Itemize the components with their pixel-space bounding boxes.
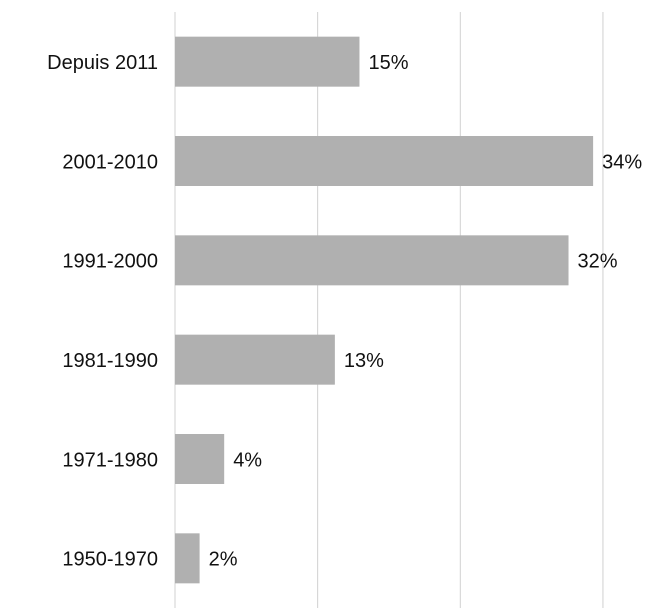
value-label: 2%	[209, 549, 238, 571]
y-tick-label: Depuis 2011	[47, 52, 158, 74]
bar	[175, 235, 569, 286]
value-label: 34%	[602, 151, 642, 173]
value-label: 13%	[344, 350, 384, 372]
y-tick-label: 1991-2000	[62, 251, 158, 273]
y-tick-label: 2001-2010	[62, 151, 158, 173]
bar	[175, 36, 360, 87]
bar	[175, 434, 225, 484]
bar	[175, 533, 200, 584]
bar	[175, 334, 335, 385]
value-label: 32%	[578, 251, 618, 273]
value-label: 4%	[233, 449, 262, 471]
y-tick-label: 1971-1980	[62, 449, 158, 471]
y-tick-label: 1981-1990	[62, 350, 158, 372]
bar	[175, 136, 594, 186]
y-tick-label: 1950-1970	[62, 549, 158, 571]
value-label: 15%	[368, 52, 408, 74]
